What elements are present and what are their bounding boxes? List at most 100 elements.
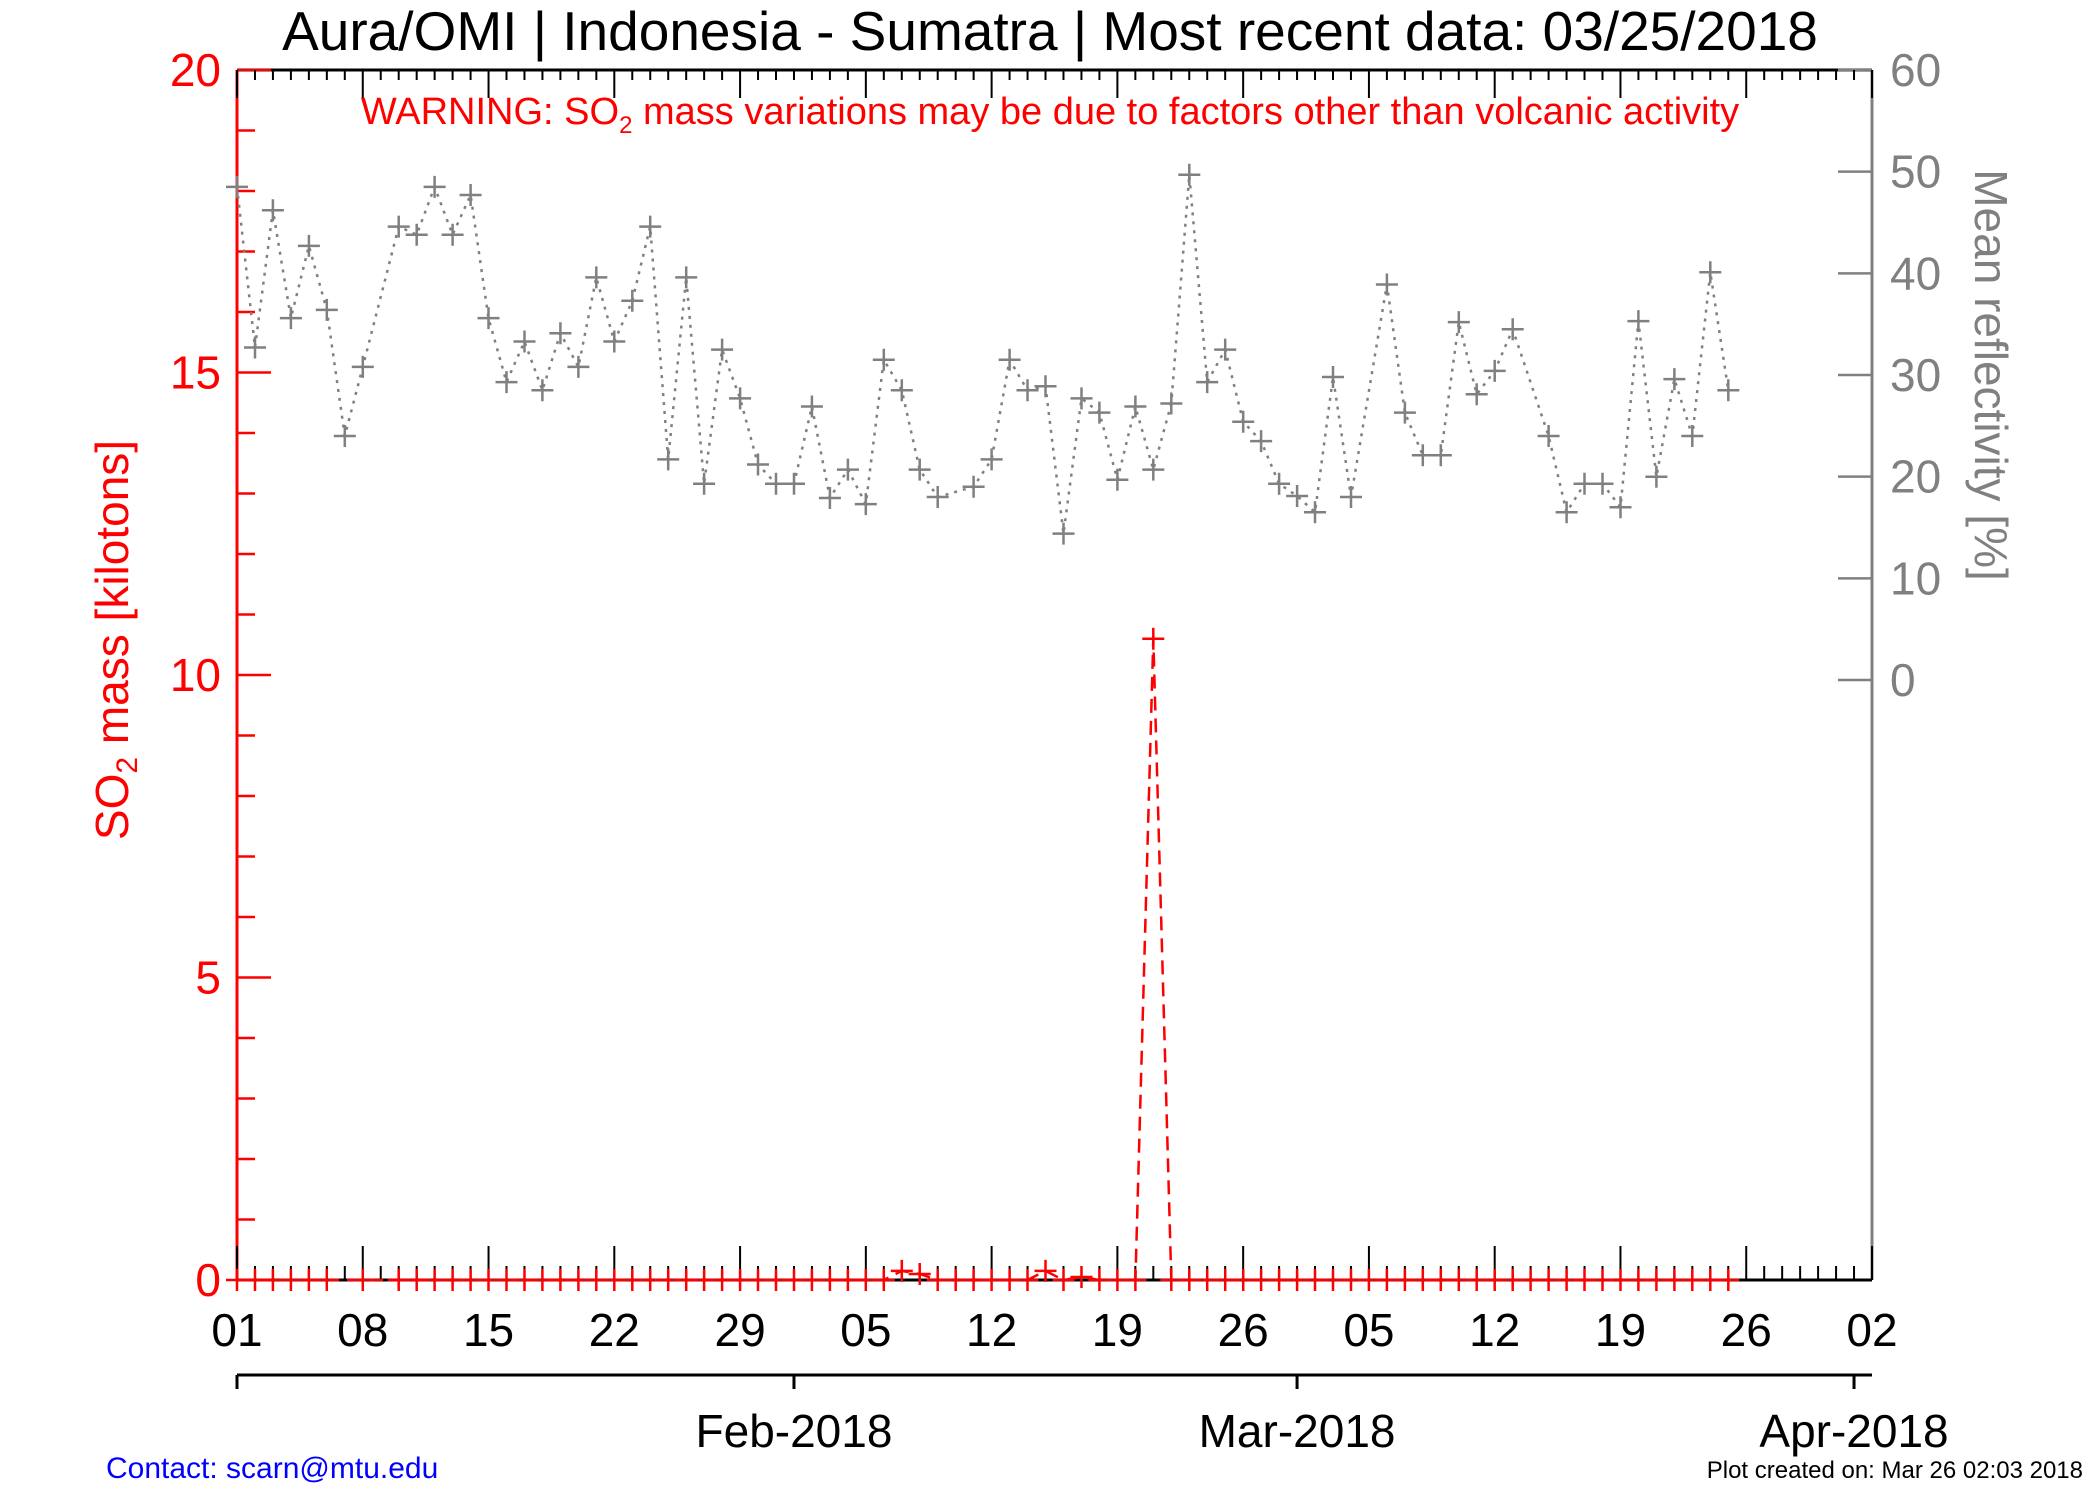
x-tick-label: 12 [1469, 1304, 1520, 1356]
contact-link[interactable]: Contact: scarn@mtu.edu [106, 1452, 438, 1485]
right-y-axis: 0 10 20 30 40 50 60 [1838, 44, 1941, 706]
reflectivity-point [1537, 425, 1560, 447]
reflectivity-point [657, 448, 680, 471]
reflectivity-point [603, 330, 626, 353]
reflectivity-point [387, 215, 410, 238]
so2-mass-series [226, 627, 1740, 1291]
warning-subscript: 2 [619, 112, 632, 139]
so2-point [1124, 1269, 1147, 1291]
reflectivity-point [1034, 375, 1057, 398]
reflectivity-series [226, 163, 1740, 545]
reflectivity-point [1609, 496, 1632, 519]
left-axis-label-subscript: 2 [111, 757, 144, 774]
left-axis-label-prefix: SO [86, 774, 138, 840]
reflectivity-point [1483, 359, 1506, 382]
left-tick-label: 10 [170, 649, 221, 701]
x-tick-label: 15 [463, 1304, 514, 1356]
series-layer [226, 163, 1740, 1291]
so2-point [1142, 627, 1165, 650]
reflectivity-point [872, 348, 895, 371]
reflectivity-point [1196, 371, 1219, 394]
x-tick-label: 19 [1092, 1304, 1143, 1356]
plot-created-text: Plot created on: Mar 26 02:03 2018 [1707, 1457, 2083, 1484]
reflectivity-point [226, 175, 248, 198]
reflectivity-point [1645, 465, 1668, 488]
left-axis-label: SO2 mass [kilotons] [86, 440, 144, 840]
reflectivity-point [693, 472, 716, 495]
reflectivity-point [279, 307, 302, 330]
reflectivity-point [1717, 379, 1740, 402]
reflectivity-point [495, 371, 518, 394]
reflectivity-point [1124, 395, 1147, 418]
reflectivity-point [585, 266, 608, 289]
right-tick-label: 50 [1890, 146, 1941, 198]
reflectivity-point [567, 355, 590, 378]
so2-point [1016, 1269, 1039, 1291]
right-tick-label: 30 [1890, 349, 1941, 401]
reflectivity-point [729, 387, 752, 410]
reflectivity-point [1268, 472, 1291, 495]
reflectivity-point [297, 234, 320, 257]
x-tick-label: 26 [1218, 1304, 1269, 1356]
reflectivity-point [998, 348, 1021, 371]
reflectivity-point [1375, 273, 1398, 296]
left-axis-label-suffix: mass [kilotons] [86, 440, 138, 757]
so2-point [1052, 1269, 1075, 1291]
reflectivity-point [459, 184, 482, 206]
reflectivity-point [1160, 392, 1183, 415]
left-tick-label: 15 [170, 347, 221, 399]
reflectivity-point [711, 338, 734, 361]
plot-frame [235, 68, 1874, 1282]
reflectivity-point [747, 453, 769, 476]
left-tick-label: 0 [195, 1254, 221, 1306]
reflectivity-point [908, 458, 931, 481]
so2-point [890, 1259, 913, 1282]
x-tick-label: 19 [1595, 1304, 1646, 1356]
x-tick-label: 05 [840, 1304, 891, 1356]
reflectivity-point [531, 379, 554, 402]
right-tick-label: 60 [1890, 44, 1941, 96]
reflectivity-point [333, 425, 356, 447]
reflectivity-point [1591, 472, 1614, 495]
right-tick-label: 20 [1890, 451, 1941, 503]
reflectivity-point [405, 223, 428, 246]
so2-point [351, 1269, 374, 1291]
x-tick-label: 08 [337, 1304, 388, 1356]
reflectivity-point [836, 458, 859, 481]
reflectivity-point [549, 322, 572, 345]
so2-point [1034, 1259, 1057, 1282]
reflectivity-point [261, 199, 284, 222]
x-tick-label: 12 [966, 1304, 1017, 1356]
x-tick-label: 02 [1846, 1304, 1897, 1356]
month-label: Feb-2018 [696, 1405, 893, 1457]
reflectivity-point [1232, 410, 1255, 433]
reflectivity-point [1016, 379, 1039, 402]
month-label: Mar-2018 [1199, 1405, 1396, 1457]
reflectivity-point [1286, 485, 1309, 507]
reflectivity-point [1393, 401, 1416, 424]
reflectivity-line [235, 174, 1730, 534]
x-tick-label: 22 [589, 1304, 640, 1356]
reflectivity-point [423, 175, 446, 198]
reflectivity-point [1178, 163, 1201, 186]
left-tick-label: 5 [195, 952, 221, 1004]
warning-suffix: mass variations may be due to factors ot… [632, 91, 1739, 133]
right-tick-label: 10 [1890, 552, 1941, 604]
left-tick-label: 20 [170, 44, 221, 96]
x-tick-label: 01 [211, 1304, 262, 1356]
so2-point [315, 1269, 338, 1291]
reflectivity-point [1106, 468, 1129, 491]
reflectivity-point [1501, 318, 1524, 341]
reflectivity-point [783, 472, 805, 495]
reflectivity-point [962, 475, 985, 498]
reflectivity-point [1052, 522, 1075, 545]
reflectivity-point [441, 223, 464, 246]
left-y-axis: 0 5 10 15 20 [170, 44, 271, 1306]
reflectivity-point [890, 379, 913, 402]
reflectivity-point [1681, 425, 1704, 447]
warning-text: WARNING: SO2 mass variations may be due … [361, 91, 1739, 139]
reflectivity-point [351, 355, 374, 378]
reflectivity-point [315, 298, 338, 321]
